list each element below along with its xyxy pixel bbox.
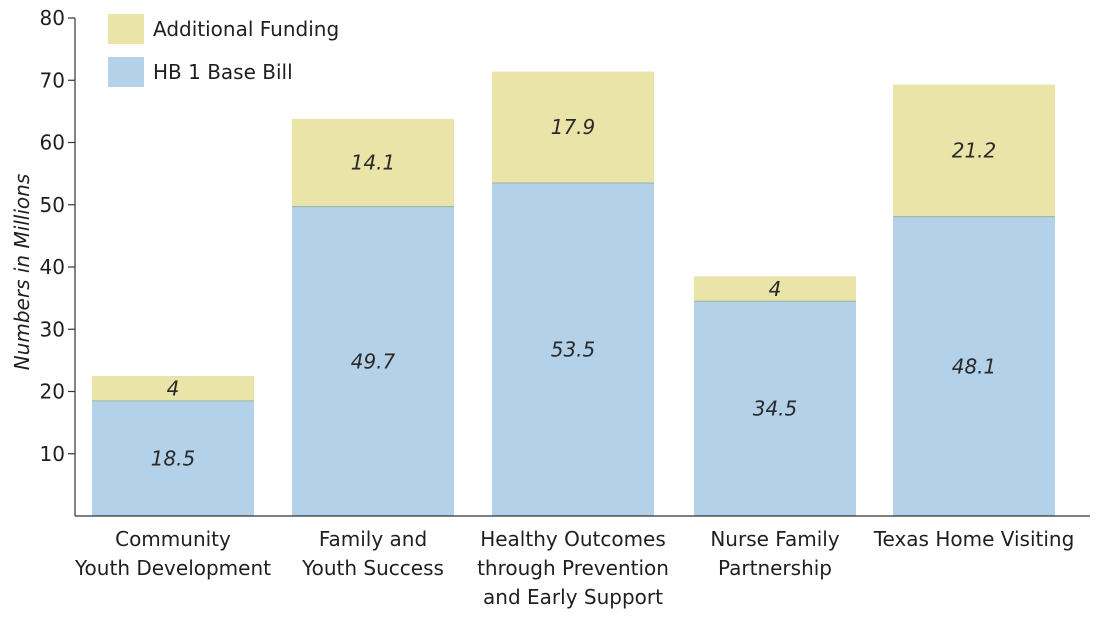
y-tick-label-40: 40 [40, 255, 65, 279]
y-tick-label-30: 30 [40, 317, 65, 341]
y-axis-label: Numbers in Millions [10, 174, 34, 371]
legend-swatch-hb-1-base-bill [108, 57, 144, 87]
data-label-hb-1-base-bill-3: 53.5 [551, 337, 596, 361]
data-label-hb-1-base-bill-2: 49.7 [351, 349, 396, 373]
x-tick-label-2: Family and Youth Success [301, 527, 444, 580]
bar-hb-1-base-bill-2 [292, 206, 454, 516]
y-tick-label-50: 50 [40, 193, 65, 217]
legend-swatch-additional-funding [108, 14, 144, 44]
data-label-additional-funding-5: 21.2 [952, 139, 997, 163]
x-tick-label-5: Texas Home Visiting [873, 527, 1075, 551]
x-tick-label-4: Nurse Family Partnership [710, 527, 839, 580]
y-tick-label-70: 70 [40, 68, 65, 92]
data-label-additional-funding-1: 4 [167, 376, 180, 400]
data-label-hb-1-base-bill-4: 34.5 [753, 397, 798, 421]
legend-label-hb-1-base-bill: HB 1 Base Bill [153, 60, 293, 84]
bar-additional-funding-5 [893, 84, 1055, 217]
data-label-hb-1-base-bill-5: 48.1 [952, 354, 997, 378]
labels-layer: 18.5 4 49.7 14.1 53.5 17.9 34.5 4 48.1 21.2 [151, 115, 997, 470]
legend: Additional Funding HB 1 Base Bill [108, 14, 339, 87]
y-tick-label-60: 60 [40, 131, 65, 155]
y-tick-label-20: 20 [40, 380, 65, 404]
legend-label-additional-funding: Additional Funding [153, 17, 339, 41]
data-label-hb-1-base-bill-1: 18.5 [151, 446, 196, 470]
y-tick-label-10: 10 [40, 442, 65, 466]
x-tick-label-1: Community Youth Development [74, 527, 271, 580]
bar-additional-funding-2 [292, 118, 454, 207]
data-label-additional-funding-4: 4 [769, 277, 782, 301]
y-tick-label-80: 80 [40, 6, 65, 30]
bar-additional-funding-4 [694, 276, 856, 302]
bar-additional-funding-3 [492, 71, 654, 183]
data-label-additional-funding-2: 14.1 [351, 151, 396, 175]
bar-hb-1-base-bill-4 [694, 301, 856, 516]
bar-hb-1-base-bill-5 [893, 216, 1055, 516]
bar-hb-1-base-bill-1 [92, 400, 254, 516]
x-tick-label-3: Healthy Outcomes through Prevention and Ea… [477, 527, 669, 609]
axes-layer: 10 20 30 40 50 60 70 80 Community Youth Developme… [40, 6, 1090, 609]
bars-layer [92, 71, 1055, 516]
bar-hb-1-base-bill-3 [492, 182, 654, 516]
bar-additional-funding-1 [92, 375, 254, 401]
data-label-additional-funding-3: 17.9 [551, 115, 596, 139]
